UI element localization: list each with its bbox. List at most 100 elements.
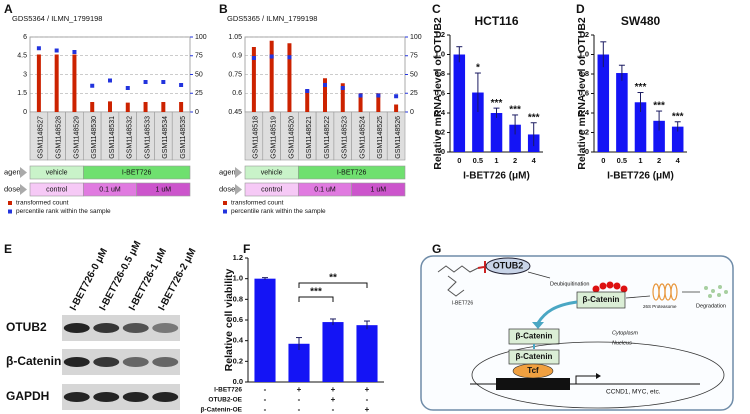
bar xyxy=(358,93,363,112)
band xyxy=(152,357,179,367)
y-tick-label: 0.8 xyxy=(435,69,445,78)
y-tick-label: 1.2 xyxy=(435,30,445,39)
y-tick-label: 0.6 xyxy=(579,88,589,97)
band xyxy=(122,323,149,333)
y-axis-label: Relative mRNA level of OTUB2 xyxy=(432,17,444,170)
band xyxy=(122,392,149,402)
percentile-marker xyxy=(108,78,112,83)
percentile-marker xyxy=(358,93,363,98)
x-tick-label: GSM1148519 xyxy=(271,116,278,159)
condition-value: - xyxy=(298,395,301,404)
x-tick-label: 0.5 xyxy=(473,156,483,165)
group-label: 0.1 uM xyxy=(99,186,121,193)
y-tick-label: 0.4 xyxy=(435,108,446,117)
percentile-marker xyxy=(36,46,41,51)
y-tick-label: 0.4 xyxy=(233,336,244,345)
y-tick-label: 0.0 xyxy=(233,377,243,386)
bar xyxy=(356,325,378,382)
x-tick-label: 1 xyxy=(494,156,498,165)
x-tick-label: GSM1148528 xyxy=(56,116,63,159)
condition-value: - xyxy=(298,405,301,414)
row-arrow xyxy=(235,167,242,178)
y2-tick-label: 0 xyxy=(195,109,199,116)
group-label: I-BET726 xyxy=(337,169,367,176)
percentile-marker xyxy=(143,80,148,84)
bar xyxy=(254,278,276,382)
factor-label: Tcf xyxy=(527,366,539,375)
y-tick-label: 0.4 xyxy=(579,108,590,117)
row-label: GAPDH xyxy=(6,389,49,403)
legend-swatch xyxy=(223,201,227,205)
group-label: 1 uM xyxy=(156,186,172,193)
panel-label: E xyxy=(4,242,12,256)
percentile-marker xyxy=(125,86,130,90)
protein-label: β-Catenin xyxy=(516,332,553,341)
x-tick-label: GSM1148518 xyxy=(253,116,260,159)
y2-tick-label: 75 xyxy=(410,53,418,60)
y-axis-label: Relative mRNA level of OTUB2 xyxy=(576,17,588,170)
x-tick-label: 4 xyxy=(676,156,681,165)
condition-value: - xyxy=(264,395,267,404)
condition-value: + xyxy=(365,385,370,394)
arrow xyxy=(527,271,551,279)
panel-label: A xyxy=(4,2,13,16)
bar xyxy=(161,102,166,112)
region-label: Cytoplasm xyxy=(612,330,638,336)
x-tick-label: GSM1148535 xyxy=(180,116,187,159)
legend-label: percentile rank within the sample xyxy=(231,208,326,215)
y-tick-label: 0.2 xyxy=(579,127,589,136)
proteasome-icon xyxy=(652,283,678,301)
group-box xyxy=(351,182,406,197)
group-box xyxy=(83,165,191,180)
panel-label: B xyxy=(219,2,228,16)
x-tick-label: GSM1148525 xyxy=(377,116,384,159)
outcome-label: Degradation xyxy=(696,303,726,309)
x-tick-label: GSM1148531 xyxy=(109,116,116,159)
group-label: 0.1 uM xyxy=(314,186,336,193)
legend-swatch xyxy=(8,201,12,205)
arrowhead xyxy=(532,322,544,329)
x-tick-label: GSM1148527 xyxy=(38,116,45,159)
bar xyxy=(269,40,274,112)
y-tick-label: 1.0 xyxy=(579,49,589,58)
arrowhead xyxy=(596,373,601,379)
legend-swatch xyxy=(223,209,227,214)
y2-tick-label: 50 xyxy=(410,71,418,78)
bar xyxy=(597,54,610,152)
condition-label: OTUB2-OE xyxy=(208,397,242,404)
arrow xyxy=(536,300,578,324)
bar xyxy=(490,113,503,152)
band xyxy=(152,323,179,333)
process-label: Deubiquitination xyxy=(550,281,589,287)
protein-label: β-Catenin xyxy=(583,295,620,304)
y-axis-label: Relative cell viability xyxy=(223,268,235,371)
group-label: vehicle xyxy=(46,169,68,176)
y-tick-label: 6 xyxy=(23,34,27,41)
row-arrow xyxy=(235,184,242,195)
x-tick-label: GSM1148523 xyxy=(342,116,349,159)
significance: *** xyxy=(528,112,540,123)
condition-label: β-Catenin-OE xyxy=(200,407,242,414)
x-tick-label: GSM1148533 xyxy=(144,116,151,159)
percentile-marker xyxy=(251,56,256,60)
arrow xyxy=(575,375,596,384)
x-tick-label: GSM1148520 xyxy=(288,116,295,159)
percentile-marker xyxy=(394,94,399,99)
group-box xyxy=(136,182,191,197)
x-tick-label: GSM1148532 xyxy=(127,116,134,159)
percentile-marker xyxy=(72,50,77,54)
bar xyxy=(143,102,148,112)
bracket xyxy=(298,282,368,288)
x-tick-label: 0 xyxy=(457,156,461,165)
bracket-label: ** xyxy=(329,273,337,284)
row-label: dose xyxy=(219,184,235,193)
y-tick-label: 0.45 xyxy=(228,109,242,116)
group-label: control xyxy=(261,186,282,193)
significance: *** xyxy=(672,111,684,122)
bar xyxy=(322,322,344,382)
band xyxy=(122,357,149,367)
bar xyxy=(472,92,484,152)
y-tick-label: 0.8 xyxy=(579,69,589,78)
condition-value: - xyxy=(366,395,369,404)
percentile-marker xyxy=(90,83,95,88)
